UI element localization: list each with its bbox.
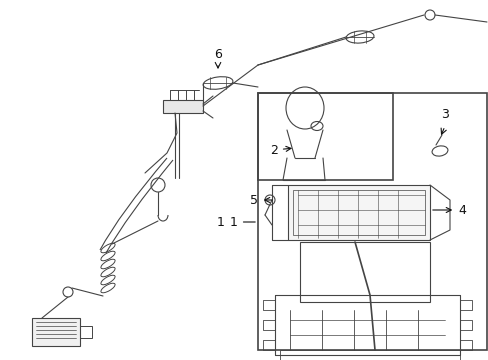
Text: 1: 1: [229, 216, 255, 229]
Polygon shape: [163, 100, 203, 113]
Bar: [299, 242, 429, 302]
Text: 3: 3: [440, 108, 448, 121]
Text: 5: 5: [249, 194, 272, 207]
Bar: [258, 93, 486, 350]
Text: 1: 1: [217, 216, 224, 229]
Bar: [258, 93, 392, 180]
Bar: [280, 350, 459, 360]
Text: 2: 2: [269, 144, 290, 157]
Bar: [32, 318, 80, 346]
Text: 4: 4: [432, 203, 465, 216]
Text: 6: 6: [214, 48, 222, 61]
Bar: [292, 190, 424, 235]
Bar: [287, 185, 429, 240]
Bar: [80, 326, 92, 338]
